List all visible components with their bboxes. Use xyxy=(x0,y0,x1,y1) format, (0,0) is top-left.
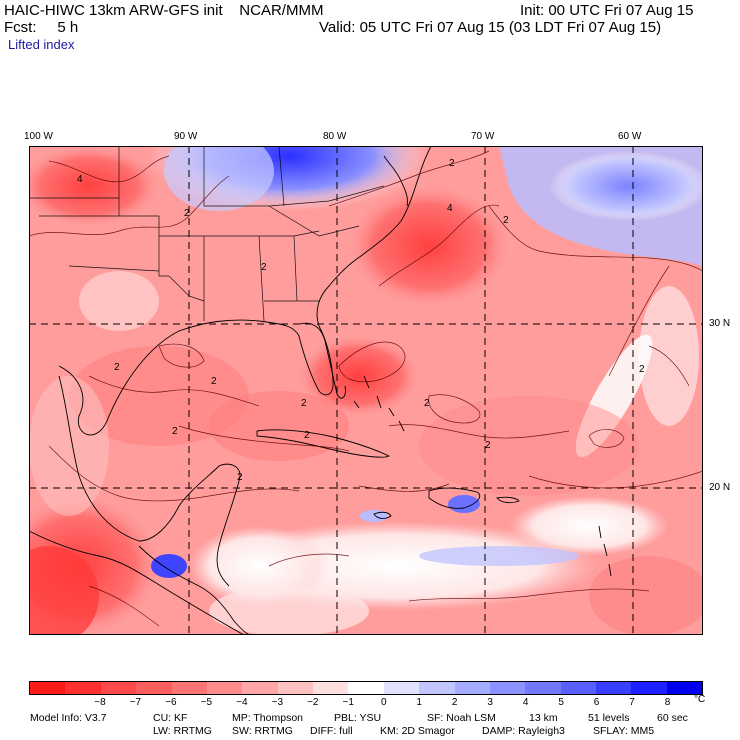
contour-label: 4 xyxy=(447,203,453,214)
footer-diff: DIFF: full xyxy=(310,725,353,737)
color-scale-tick-label: −5 xyxy=(200,697,213,708)
color-scale-segment xyxy=(419,682,455,694)
footer-levels: 51 levels xyxy=(588,712,630,724)
lat-lon-grid xyxy=(29,146,703,635)
color-scale-tick-label: 0 xyxy=(380,697,387,708)
color-scale-tick-label: −2 xyxy=(307,697,319,708)
color-scale-segment xyxy=(383,682,420,694)
lon-label-60w: 60 W xyxy=(618,131,642,142)
color-scale-segment xyxy=(560,682,596,694)
color-scale-tick-label: 7 xyxy=(629,697,635,708)
color-scale-tick-label: 5 xyxy=(558,697,564,708)
init-time: Init: 00 UTC Fri 07 Aug 15 xyxy=(520,2,694,19)
color-scale-segment xyxy=(313,682,349,694)
footer-km: KM: 2D Smagor xyxy=(380,725,455,737)
lon-label-70w: 70 W xyxy=(471,131,495,142)
color-scale-segment xyxy=(100,682,137,694)
footer-model-info: Model Info: V3.7 xyxy=(30,712,107,724)
color-scale-tick-label: −7 xyxy=(129,697,142,708)
color-scale-segment xyxy=(242,682,278,694)
color-scale-tick-label: 6 xyxy=(593,697,600,708)
color-scale-segment xyxy=(454,682,490,694)
footer-pbl: PBL: YSU xyxy=(334,712,382,724)
color-scale-tick-label: −3 xyxy=(271,697,284,708)
color-scale-segment xyxy=(348,682,384,694)
color-scale-segment xyxy=(489,682,526,694)
contour-label: 2 xyxy=(114,362,120,373)
color-scale-segment xyxy=(666,682,703,694)
color-scale-segment xyxy=(631,682,667,694)
map-frame xyxy=(29,146,703,635)
lon-label-90w: 90 W xyxy=(174,131,198,142)
lifted-index-map: 4 2 2 4 2 2 2 2 2 2 2 2 2 2 2 xyxy=(29,146,703,635)
contour-label: 2 xyxy=(184,208,190,219)
field-name: Lifted index xyxy=(8,37,75,52)
color-scale-tick-label: −6 xyxy=(165,697,177,708)
footer-resolution: 13 km xyxy=(529,712,558,724)
color-scale-segment xyxy=(596,682,632,694)
footer-sf: SF: Noah LSM xyxy=(427,712,496,724)
color-scale-segment xyxy=(30,682,66,694)
lon-label-80w: 80 W xyxy=(323,131,347,142)
color-scale-segment xyxy=(65,682,101,694)
lat-label-20n: 20 N xyxy=(709,482,731,493)
color-scale-unit: °C xyxy=(694,694,706,705)
contour-label: 2 xyxy=(449,158,455,169)
model-title: HAIC-HIWC 13km ARW-GFS init NCAR/MMM xyxy=(4,2,324,19)
color-scale-tick-label: −8 xyxy=(94,697,106,708)
color-scale-tick-label: −1 xyxy=(342,697,354,708)
contour-label: 2 xyxy=(485,440,491,451)
contour-label: 2 xyxy=(172,426,178,437)
color-scale-segment xyxy=(525,682,561,694)
contour-label: 4 xyxy=(77,174,83,185)
contour-label: 2 xyxy=(639,364,645,375)
color-scale-segment xyxy=(206,682,243,694)
color-scale-tick-label: 8 xyxy=(664,697,671,708)
valid-time: Valid: 05 UTC Fri 07 Aug 15 (03 LDT Fri … xyxy=(319,19,662,36)
color-scale-tick-label: 2 xyxy=(451,697,458,708)
contour-label: 2 xyxy=(237,472,243,483)
color-scale-segment xyxy=(277,682,313,694)
color-scale-segment xyxy=(171,682,207,694)
contour-label: 2 xyxy=(301,398,307,409)
contour-label: 2 xyxy=(304,430,310,441)
footer-timestep: 60 sec xyxy=(657,712,688,724)
lifted-index-contours xyxy=(29,150,703,627)
color-scale-tick-label: 1 xyxy=(416,697,422,708)
footer-mp: MP: Thompson xyxy=(232,712,304,724)
color-scale-segment xyxy=(136,682,172,694)
contour-label: 2 xyxy=(211,376,217,387)
footer-cu: CU: KF xyxy=(153,712,188,724)
color-scale-bar xyxy=(29,681,703,695)
lon-label-100w: 100 W xyxy=(24,131,53,142)
color-scale-tick-label: 4 xyxy=(522,697,529,708)
contour-labels: 4 2 2 4 2 2 2 2 2 2 2 2 2 2 2 xyxy=(77,158,645,483)
field-stable-yucatan xyxy=(151,554,187,578)
state-borders xyxy=(29,146,385,322)
footer-sflay: SFLAY: MM5 xyxy=(593,725,655,737)
footer-lw: LW: RRTMG xyxy=(153,725,212,737)
forecast-hour: Fcst: 5 h xyxy=(4,19,79,36)
contour-label: 2 xyxy=(503,215,509,226)
lat-label-30n: 30 N xyxy=(709,318,731,329)
color-scale-tick-label: 3 xyxy=(487,697,493,708)
contour-label: 2 xyxy=(261,262,267,273)
footer-damp: DAMP: Rayleigh3 xyxy=(482,725,565,737)
color-scale-tick-label: −4 xyxy=(236,697,248,708)
field-unstable-northwest xyxy=(29,146,159,226)
contour-label: 2 xyxy=(424,398,430,409)
footer-sw: SW: RRTMG xyxy=(232,725,293,737)
